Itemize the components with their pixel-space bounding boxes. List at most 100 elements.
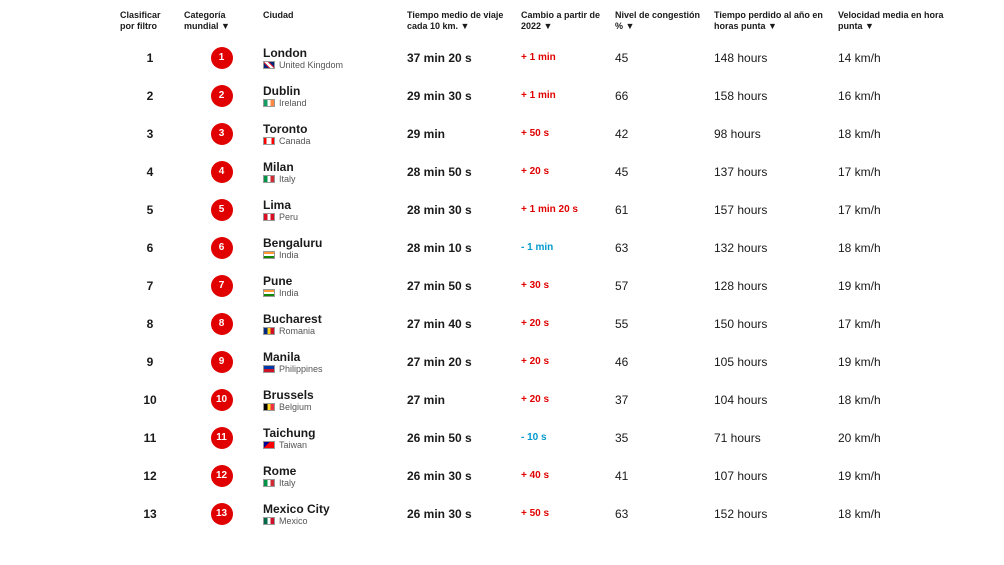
change-since-2022: + 30 s [521,280,611,291]
col-header-change[interactable]: Cambio a partir de 2022 ▼ [521,10,611,33]
country-line: Romania [263,326,403,336]
city-name[interactable]: Lima [263,198,403,212]
avg-travel-time: 29 min 30 s [407,89,517,103]
avg-speed: 18 km/h [838,127,953,141]
avg-travel-time: 26 min 30 s [407,469,517,483]
congestion-level: 37 [615,393,710,407]
city-name[interactable]: London [263,46,403,60]
table-row[interactable]: 1212RomeItaly26 min 30 s+ 40 s41107 hour… [120,457,974,495]
filter-rank: 7 [120,279,180,293]
city-name[interactable]: Toronto [263,122,403,136]
country-name: Ireland [279,98,307,108]
congestion-level: 63 [615,507,710,521]
world-rank-cell: 1 [184,47,259,69]
city-name[interactable]: Rome [263,464,403,478]
col-header-speed[interactable]: Velocidad media en hora punta ▼ [838,10,953,33]
city-name[interactable]: Pune [263,274,403,288]
city-name[interactable]: Mexico City [263,502,403,516]
city-cell: RomeItaly [263,464,403,488]
table-row[interactable]: 66BengaluruIndia28 min 10 s- 1 min63132 … [120,229,974,267]
table-row[interactable]: 33TorontoCanada29 min+ 50 s4298 hours18 … [120,115,974,153]
country-line: India [263,250,403,260]
world-rank-cell: 7 [184,275,259,297]
change-since-2022: - 1 min [521,242,611,253]
city-cell: Mexico CityMexico [263,502,403,526]
flag-icon [263,441,275,449]
flag-icon [263,403,275,411]
table-header-row: Clasificar por filtro Categoría mundial … [120,10,974,39]
filter-rank: 1 [120,51,180,65]
avg-travel-time: 27 min 40 s [407,317,517,331]
avg-speed: 17 km/h [838,317,953,331]
traffic-ranking-table: Clasificar por filtro Categoría mundial … [120,10,974,533]
world-rank-cell: 4 [184,161,259,183]
time-lost: 128 hours [714,279,834,293]
col-header-world-rank[interactable]: Categoría mundial ▼ [184,10,259,33]
avg-speed: 18 km/h [838,393,953,407]
filter-rank: 4 [120,165,180,179]
city-cell: DublinIreland [263,84,403,108]
table-row[interactable]: 1313Mexico CityMexico26 min 30 s+ 50 s63… [120,495,974,533]
flag-icon [263,517,275,525]
col-header-lost[interactable]: Tiempo perdido al año en horas punta ▼ [714,10,834,33]
filter-rank: 13 [120,507,180,521]
avg-travel-time: 28 min 50 s [407,165,517,179]
country-name: Italy [279,478,296,488]
city-name[interactable]: Bengaluru [263,236,403,250]
table-row[interactable]: 77PuneIndia27 min 50 s+ 30 s57128 hours1… [120,267,974,305]
filter-rank: 8 [120,317,180,331]
time-lost: 157 hours [714,203,834,217]
avg-travel-time: 28 min 30 s [407,203,517,217]
city-name[interactable]: Milan [263,160,403,174]
congestion-level: 63 [615,241,710,255]
table-row[interactable]: 55LimaPeru28 min 30 s+ 1 min 20 s61157 h… [120,191,974,229]
time-lost: 137 hours [714,165,834,179]
world-rank-badge: 4 [211,161,233,183]
avg-speed: 18 km/h [838,507,953,521]
world-rank-badge: 10 [211,389,233,411]
table-row[interactable]: 88BucharestRomania27 min 40 s+ 20 s55150… [120,305,974,343]
table-row[interactable]: 11LondonUnited Kingdom37 min 20 s+ 1 min… [120,39,974,77]
country-line: Peru [263,212,403,222]
city-name[interactable]: Manila [263,350,403,364]
world-rank-badge: 3 [211,123,233,145]
avg-speed: 17 km/h [838,203,953,217]
avg-travel-time: 27 min 50 s [407,279,517,293]
country-line: Belgium [263,402,403,412]
country-name: United Kingdom [279,60,343,70]
city-name[interactable]: Dublin [263,84,403,98]
world-rank-cell: 2 [184,85,259,107]
table-row[interactable]: 44MilanItaly28 min 50 s+ 20 s45137 hours… [120,153,974,191]
country-line: India [263,288,403,298]
world-rank-badge: 1 [211,47,233,69]
city-name[interactable]: Bucharest [263,312,403,326]
congestion-level: 42 [615,127,710,141]
city-name[interactable]: Brussels [263,388,403,402]
table-row[interactable]: 1010BrusselsBelgium27 min+ 20 s37104 hou… [120,381,974,419]
world-rank-badge: 9 [211,351,233,373]
country-line: Italy [263,478,403,488]
flag-icon [263,213,275,221]
col-header-congestion[interactable]: Nivel de congestión % ▼ [615,10,710,33]
change-since-2022: - 10 s [521,432,611,443]
city-name[interactable]: Taichung [263,426,403,440]
world-rank-badge: 6 [211,237,233,259]
table-row[interactable]: 1111TaichungTaiwan26 min 50 s- 10 s3571 … [120,419,974,457]
world-rank-badge: 11 [211,427,233,449]
world-rank-badge: 5 [211,199,233,221]
col-header-city[interactable]: Ciudad [263,10,403,21]
col-header-time[interactable]: Tiempo medio de viaje cada 10 km. ▼ [407,10,517,33]
avg-speed: 19 km/h [838,355,953,369]
world-rank-cell: 11 [184,427,259,449]
country-line: Mexico [263,516,403,526]
filter-rank: 9 [120,355,180,369]
table-row[interactable]: 22DublinIreland29 min 30 s+ 1 min66158 h… [120,77,974,115]
world-rank-badge: 8 [211,313,233,335]
table-row[interactable]: 99ManilaPhilippines27 min 20 s+ 20 s4610… [120,343,974,381]
country-name: Belgium [279,402,312,412]
city-cell: LimaPeru [263,198,403,222]
col-header-filter[interactable]: Clasificar por filtro [120,10,180,33]
country-line: Canada [263,136,403,146]
country-name: Romania [279,326,315,336]
city-cell: BucharestRomania [263,312,403,336]
